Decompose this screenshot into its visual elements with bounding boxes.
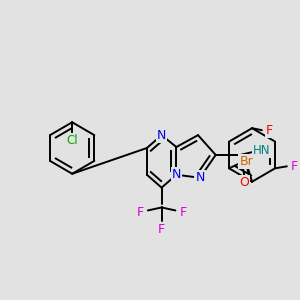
Text: F: F <box>266 124 273 137</box>
Text: HN: HN <box>253 145 271 158</box>
Text: F: F <box>158 223 165 236</box>
Text: Br: Br <box>239 155 253 168</box>
Text: O: O <box>239 176 249 189</box>
Text: F: F <box>136 206 144 219</box>
Text: F: F <box>291 160 298 173</box>
Text: F: F <box>180 206 187 219</box>
Text: Cl: Cl <box>66 134 78 147</box>
Text: N: N <box>172 168 181 181</box>
Text: N: N <box>157 129 166 142</box>
Text: N: N <box>195 171 205 184</box>
